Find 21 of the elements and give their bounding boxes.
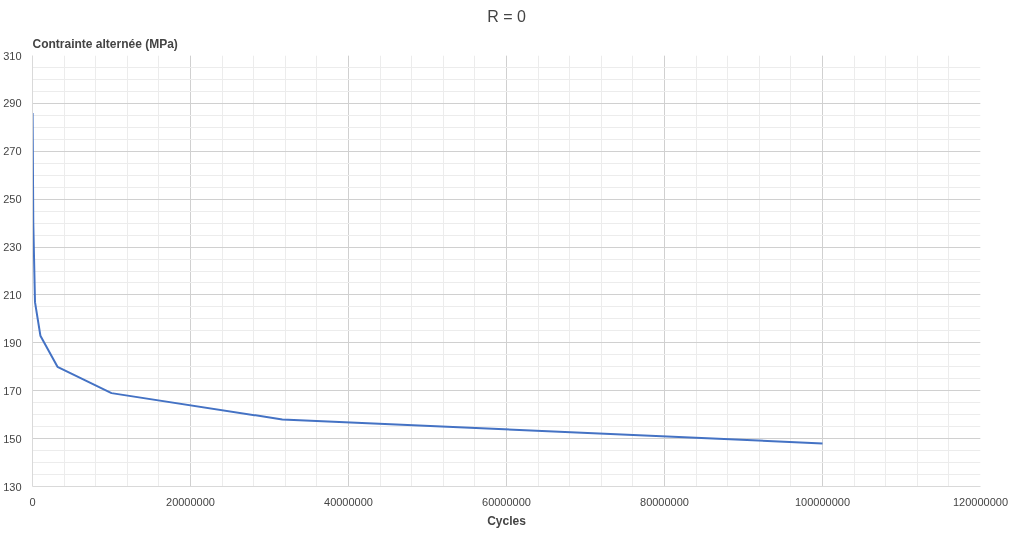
y-tick-label: 210: [3, 288, 22, 301]
y-tick-label: 130: [3, 480, 22, 493]
line-series: [32, 111, 824, 445]
x-tick-label: 0: [29, 495, 36, 508]
y-axis-title: Contrainte alternée (MPa): [32, 36, 178, 51]
x-tick-label: 40000000: [324, 495, 373, 508]
y-tick-label: 150: [3, 432, 22, 445]
y-tick-label: 250: [3, 193, 22, 206]
x-tick-label: 100000000: [794, 495, 851, 508]
y-tick-label: 270: [3, 145, 22, 158]
chart-title: R = 0: [487, 7, 526, 25]
x-tick-label: 80000000: [640, 495, 689, 508]
x-tick-label: 20000000: [166, 495, 215, 508]
y-tick-label: 310: [3, 49, 22, 62]
y-tick-label: 290: [3, 97, 22, 110]
y-tick-label: 230: [3, 241, 22, 254]
y-tick-label: 170: [3, 384, 22, 397]
x-axis-title: Cycles: [487, 513, 527, 528]
y-tick-label: 190: [3, 336, 22, 349]
x-tick-label: 60000000: [482, 495, 531, 508]
x-tick-label: 120000000: [952, 495, 1009, 508]
